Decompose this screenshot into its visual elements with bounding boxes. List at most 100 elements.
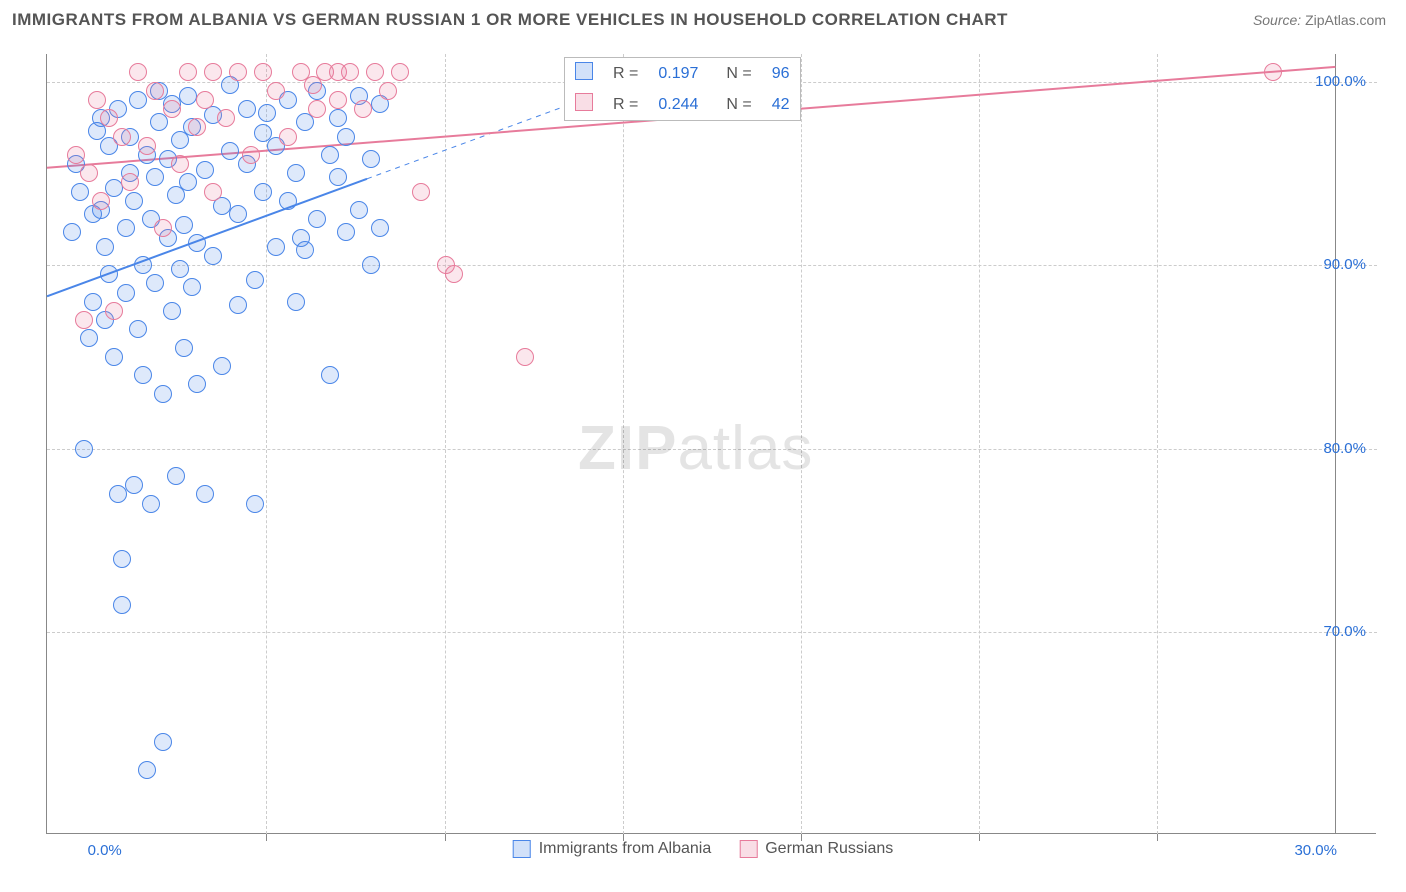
- stat-n-label: N =: [708, 58, 761, 89]
- legend-item: German Russians: [739, 840, 893, 858]
- scatter-point: [146, 274, 164, 292]
- scatter-point: [113, 550, 131, 568]
- scatter-point: [188, 375, 206, 393]
- x-tick-label: 0.0%: [88, 842, 122, 859]
- scatter-point: [516, 348, 534, 366]
- stat-n-value: 42: [762, 89, 800, 120]
- scatter-point: [142, 495, 160, 513]
- scatter-point: [329, 109, 347, 127]
- scatter-point: [171, 155, 189, 173]
- scatter-point: [229, 63, 247, 81]
- legend-swatch-icon: [575, 93, 593, 111]
- scatter-point: [287, 164, 305, 182]
- scatter-point: [125, 192, 143, 210]
- plot-area: [46, 54, 1376, 834]
- stat-n-value: 96: [762, 58, 800, 89]
- scatter-point: [129, 320, 147, 338]
- scatter-point: [246, 495, 264, 513]
- scatter-point: [117, 284, 135, 302]
- scatter-point: [129, 91, 147, 109]
- scatter-point: [138, 761, 156, 779]
- scatter-point: [337, 128, 355, 146]
- legend-swatch-icon: [575, 62, 593, 80]
- y-tick-label: 90.0%: [1323, 256, 1366, 273]
- scatter-point: [175, 339, 193, 357]
- scatter-point: [105, 348, 123, 366]
- stat-n-label: N =: [708, 89, 761, 120]
- scatter-point: [371, 219, 389, 237]
- trend-line-extrapolated: [367, 98, 587, 179]
- scatter-point: [183, 278, 201, 296]
- stat-r-value: 0.197: [648, 58, 708, 89]
- scatter-point: [279, 128, 297, 146]
- y-tick-label: 100.0%: [1315, 73, 1366, 90]
- scatter-point: [146, 82, 164, 100]
- scatter-point: [337, 223, 355, 241]
- chart-title: IMMIGRANTS FROM ALBANIA VS GERMAN RUSSIA…: [12, 10, 1008, 30]
- y-tick-label: 70.0%: [1323, 623, 1366, 640]
- scatter-point: [1264, 63, 1282, 81]
- scatter-point: [362, 256, 380, 274]
- scatter-point: [196, 91, 214, 109]
- scatter-point: [341, 63, 359, 81]
- scatter-point: [258, 104, 276, 122]
- scatter-point: [109, 485, 127, 503]
- scatter-point: [100, 109, 118, 127]
- x-minor-tick: [445, 834, 446, 841]
- scatter-point: [287, 293, 305, 311]
- scatter-point: [242, 146, 260, 164]
- scatter-point: [445, 265, 463, 283]
- scatter-point: [246, 271, 264, 289]
- scatter-point: [196, 161, 214, 179]
- scatter-point: [188, 234, 206, 252]
- scatter-point: [84, 293, 102, 311]
- scatter-point: [391, 63, 409, 81]
- scatter-point: [350, 201, 368, 219]
- scatter-point: [154, 385, 172, 403]
- x-tick-label: 30.0%: [1294, 842, 1337, 859]
- scatter-point: [117, 219, 135, 237]
- chart-container: IMMIGRANTS FROM ALBANIA VS GERMAN RUSSIA…: [0, 0, 1406, 892]
- scatter-point: [71, 183, 89, 201]
- scatter-point: [163, 100, 181, 118]
- scatter-point: [204, 247, 222, 265]
- scatter-point: [196, 485, 214, 503]
- scatter-point: [100, 265, 118, 283]
- x-minor-tick: [266, 834, 267, 841]
- scatter-point: [80, 164, 98, 182]
- correlation-stats-box: R =0.197N =96R =0.244N =42: [564, 57, 801, 121]
- scatter-point: [267, 238, 285, 256]
- scatter-point: [121, 173, 139, 191]
- scatter-point: [354, 100, 372, 118]
- scatter-point: [204, 183, 222, 201]
- scatter-point: [329, 91, 347, 109]
- scatter-point: [362, 150, 380, 168]
- scatter-point: [175, 216, 193, 234]
- scatter-point: [67, 146, 85, 164]
- scatter-point: [229, 296, 247, 314]
- scatter-point: [188, 118, 206, 136]
- scatter-point: [125, 476, 143, 494]
- source-label: Source:: [1253, 12, 1301, 28]
- source-value: ZipAtlas.com: [1305, 12, 1386, 28]
- x-minor-tick: [979, 834, 980, 841]
- scatter-point: [92, 192, 110, 210]
- scatter-point: [96, 238, 114, 256]
- scatter-point: [279, 192, 297, 210]
- scatter-point: [134, 256, 152, 274]
- scatter-point: [63, 223, 81, 241]
- scatter-point: [229, 205, 247, 223]
- stat-r-label: R =: [603, 89, 648, 120]
- x-minor-tick: [1157, 834, 1158, 841]
- legend-label: German Russians: [765, 840, 893, 858]
- scatter-point: [80, 329, 98, 347]
- source-attribution: Source: ZipAtlas.com: [1253, 12, 1386, 28]
- scatter-point: [171, 260, 189, 278]
- scatter-point: [113, 128, 131, 146]
- scatter-point: [138, 137, 156, 155]
- scatter-point: [329, 168, 347, 186]
- scatter-point: [88, 91, 106, 109]
- scatter-point: [154, 219, 172, 237]
- scatter-point: [221, 142, 239, 160]
- scatter-point: [146, 168, 164, 186]
